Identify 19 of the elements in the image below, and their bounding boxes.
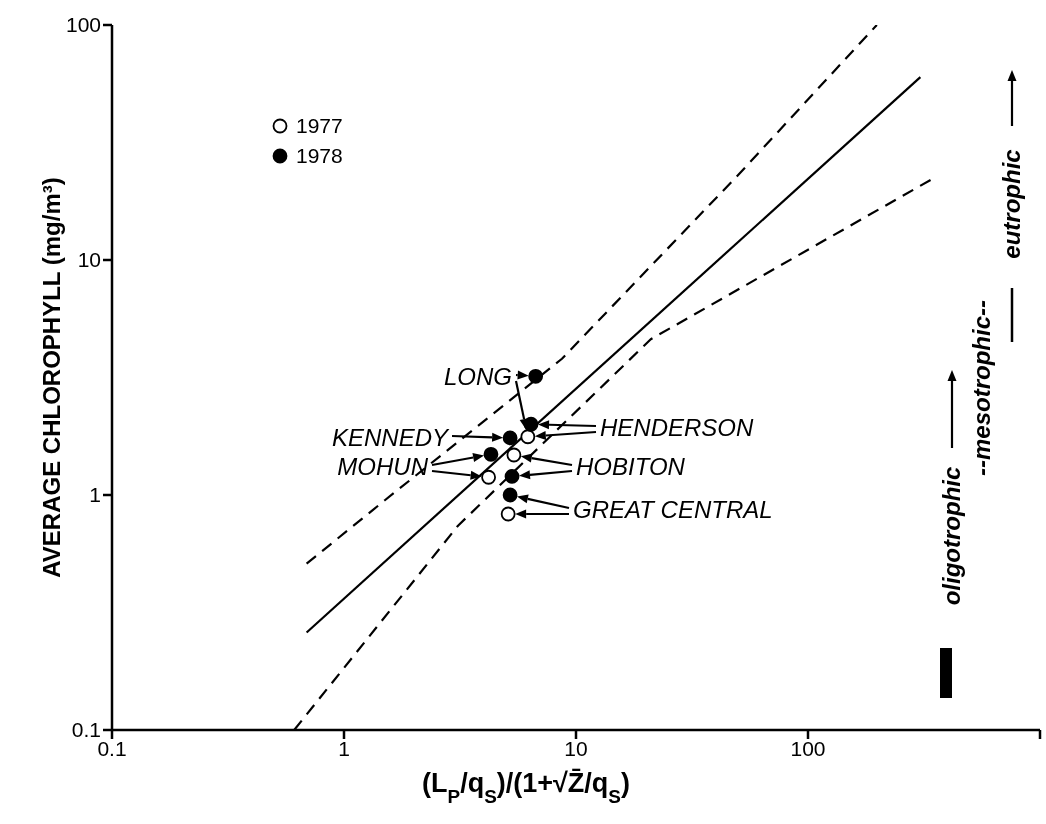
y-tick-label: 100 — [65, 13, 101, 37]
y-tick-label: 1 — [89, 483, 101, 507]
legend-label: 1977 — [296, 114, 343, 138]
y-tick-label: 10 — [77, 248, 101, 272]
annotation: --mesotrophic-- — [968, 300, 996, 476]
annotation: eutrophic — [998, 149, 1026, 259]
x-tick-label: 10 — [564, 736, 588, 760]
x-tick-label: 100 — [790, 736, 826, 760]
legend-label: 1978 — [296, 144, 343, 168]
annotation: LONG — [443, 363, 512, 391]
annotation: HENDERSON — [600, 414, 755, 442]
annotation: oligotrophic — [938, 466, 966, 606]
x-axis-title: (L$_{P}$/q$_{S}$)/(1+√Z̄/q$_{S}$) — [422, 767, 630, 807]
annotation: MOHUN — [337, 453, 429, 481]
annotation: HOBITON — [576, 453, 686, 481]
x-tick-label: 1 — [338, 736, 350, 760]
y-axis-title: AVERAGE CHLOROPHYLL (mg/m³) — [38, 177, 65, 578]
annotation: KENNEDY — [331, 424, 450, 452]
annotation: GREAT CENTRAL — [573, 496, 773, 524]
